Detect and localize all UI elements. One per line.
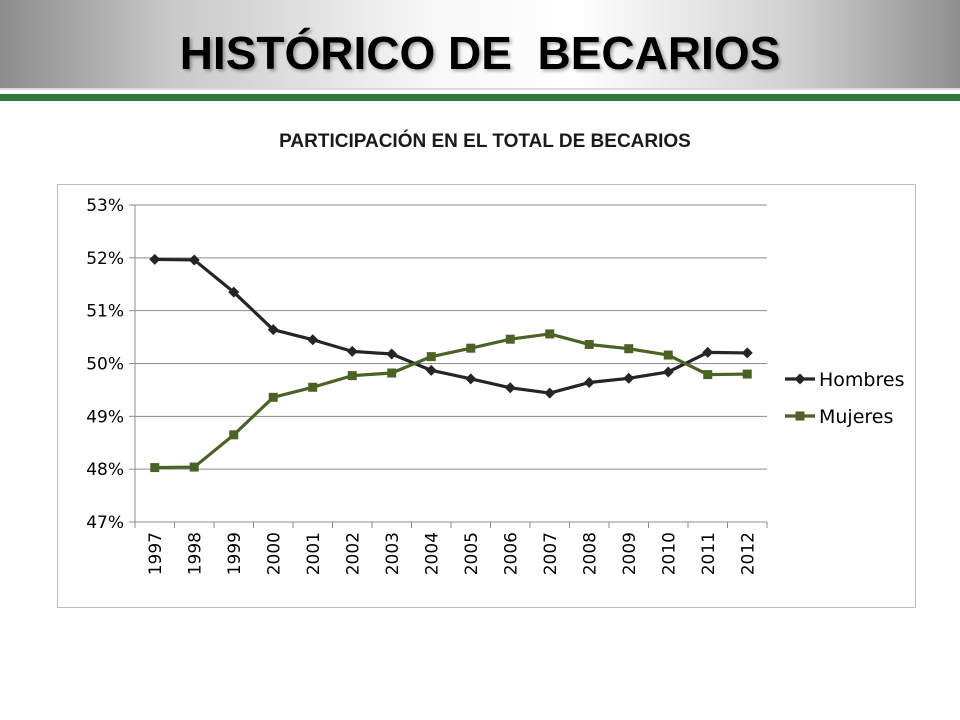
x-tick-label: 2008 xyxy=(580,532,600,575)
x-axis: 1997 1998 1999 2000 2001 2002 2003 2004 2005 2006… xyxy=(134,521,768,575)
y-tick-label: 51% xyxy=(86,302,124,322)
x-tick-label: 2010 xyxy=(659,532,679,575)
data-point-mujeres xyxy=(308,382,318,392)
data-point-hombres xyxy=(267,324,279,336)
legend-label-hombres: Hombres xyxy=(819,369,904,391)
data-point-mujeres xyxy=(703,370,713,380)
y-tick-label: 53% xyxy=(86,196,124,216)
data-point-hombres xyxy=(307,334,319,346)
x-tick-label: 2004 xyxy=(422,532,442,575)
series-line-hombres xyxy=(154,257,748,395)
data-point-mujeres xyxy=(268,392,278,402)
data-point-hombres xyxy=(662,366,674,378)
page-title: HISTÓRICO DE BECARIOS xyxy=(179,27,781,79)
series-line-mujeres xyxy=(154,332,748,470)
data-point-mujeres xyxy=(663,350,673,360)
header-divider-green xyxy=(0,94,960,101)
data-point-mujeres xyxy=(347,371,357,381)
data-point-mujeres xyxy=(189,462,199,472)
x-tick-label: 1999 xyxy=(225,532,245,575)
x-tick-label: 2011 xyxy=(699,532,719,575)
data-point-hombres xyxy=(188,254,200,266)
y-tick-label: 47% xyxy=(86,513,124,533)
chart-title: PARTICIPACIÓN EN EL TOTAL DE BECARIOS xyxy=(279,131,691,152)
x-tick-label: 2000 xyxy=(264,532,284,575)
x-tick-label: 2006 xyxy=(501,532,521,575)
data-point-hombres xyxy=(504,382,516,394)
data-point-mujeres xyxy=(505,334,515,344)
data-point-mujeres xyxy=(387,368,397,378)
x-tick-label: 2005 xyxy=(462,532,482,575)
data-point-hombres xyxy=(346,345,358,357)
header-divider-light xyxy=(0,88,960,90)
data-point-mujeres xyxy=(624,344,634,354)
data-point-mujeres xyxy=(545,329,555,339)
data-point-mujeres xyxy=(229,430,239,440)
data-point-mujeres xyxy=(426,352,436,362)
data-point-hombres xyxy=(386,348,398,360)
grid-lines xyxy=(135,204,767,470)
data-point-mujeres xyxy=(150,463,160,473)
legend-marker-hombres xyxy=(794,373,806,385)
data-point-hombres xyxy=(149,253,161,265)
data-point-hombres xyxy=(702,346,714,358)
x-tick-label: 2012 xyxy=(738,532,758,575)
chart-frame xyxy=(57,184,916,608)
x-tick-label: 1998 xyxy=(185,532,205,575)
data-point-hombres xyxy=(465,373,477,385)
data-point-hombres xyxy=(544,387,556,399)
x-tick-label: 2001 xyxy=(304,532,324,575)
data-point-hombres xyxy=(228,286,240,298)
x-tick-label: 2002 xyxy=(343,532,363,575)
y-tick-label: 52% xyxy=(86,249,124,269)
data-point-hombres xyxy=(425,364,437,376)
data-point-hombres xyxy=(741,347,753,359)
data-point-mujeres xyxy=(584,339,594,349)
y-tick-label: 49% xyxy=(86,407,124,427)
x-tick-label: 1997 xyxy=(146,532,166,575)
data-point-hombres xyxy=(623,372,635,384)
header-banner: HISTÓRICO DE BECARIOS xyxy=(0,0,960,88)
y-axis: 47% 48% 49% 50% 51% 52% 53% xyxy=(86,196,136,533)
x-tick-label: 2009 xyxy=(620,532,640,575)
data-point-mujeres xyxy=(742,369,752,379)
data-point-hombres xyxy=(583,377,595,389)
y-tick-label: 50% xyxy=(86,355,124,375)
legend-label-mujeres: Mujeres xyxy=(819,406,893,428)
legend: Hombres Mujeres xyxy=(785,369,904,428)
series-lines xyxy=(149,253,753,473)
x-tick-label: 2007 xyxy=(541,532,561,575)
legend-marker-mujeres xyxy=(795,411,805,421)
data-point-mujeres xyxy=(466,343,476,353)
x-tick-label: 2003 xyxy=(383,532,403,575)
y-tick-label: 48% xyxy=(86,460,124,480)
